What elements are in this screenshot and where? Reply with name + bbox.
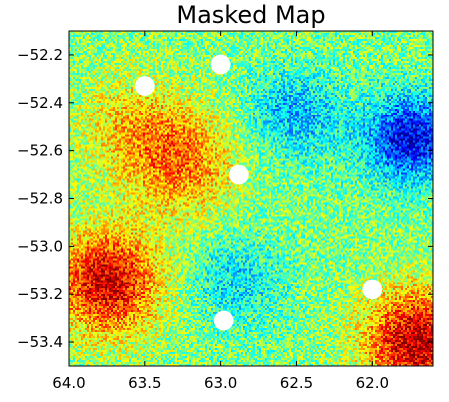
y-axis-ticks: −52.2 −52.4 −52.6 −52.8 −53.0 −53.2 −53.4 [17,46,433,351]
chart-title: Masked Map [176,1,325,29]
x-tick-label: 63.5 [128,374,161,392]
y-tick-label: −53.4 [17,333,63,351]
x-axis-ticks: 64.0 63.5 63.0 62.5 62.0 [52,31,389,392]
x-tick-label: 63.0 [204,374,237,392]
mask-circle-5 [362,279,383,300]
x-tick-label: 62.0 [356,374,389,392]
x-tick-label: 64.0 [52,374,85,392]
y-tick-label: −52.4 [17,94,63,112]
mask-circle-3 [229,164,249,185]
mask-circle-2 [210,54,231,75]
y-tick-label: −53.2 [17,285,63,303]
mask-group [134,54,383,331]
x-tick-label: 62.5 [280,374,313,392]
mask-circle-1 [134,76,155,96]
y-tick-label: −52.2 [17,46,63,64]
heatmap-image [69,31,433,366]
plot-frame [68,30,434,367]
y-tick-label: −52.6 [17,142,63,160]
y-tick-label: −52.8 [17,190,63,208]
y-tick-label: −53.0 [17,237,63,255]
mask-circle-4 [213,310,234,331]
